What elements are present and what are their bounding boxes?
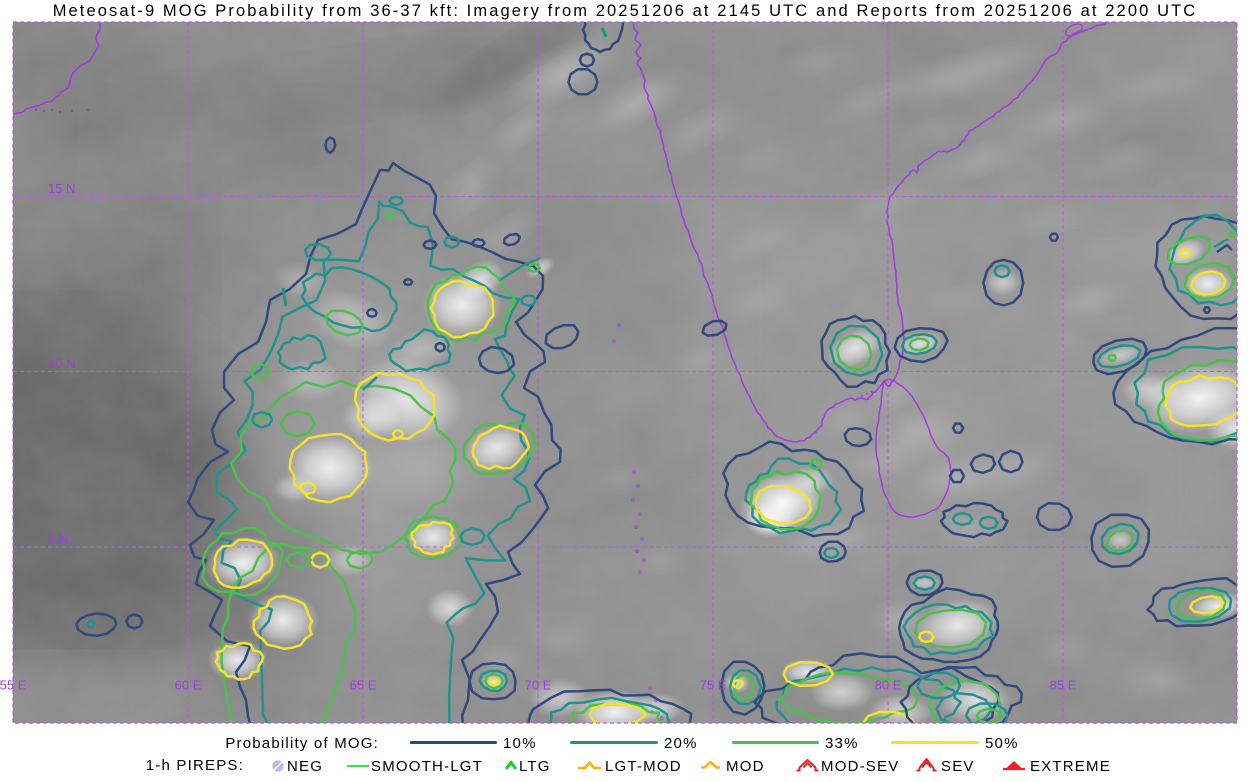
svg-text:65 E: 65 E (350, 678, 377, 693)
svg-text:10 N: 10 N (48, 356, 75, 371)
svg-text:55 E: 55 E (0, 678, 27, 693)
svg-text:5 N: 5 N (48, 532, 68, 547)
svg-text:80 E: 80 E (875, 678, 902, 693)
svg-text:70 E: 70 E (525, 678, 552, 693)
svg-text:85 E: 85 E (1050, 678, 1077, 693)
svg-text:60 E: 60 E (175, 678, 202, 693)
svg-text:15 N: 15 N (48, 181, 75, 196)
svg-text:75 E: 75 E (700, 678, 727, 693)
